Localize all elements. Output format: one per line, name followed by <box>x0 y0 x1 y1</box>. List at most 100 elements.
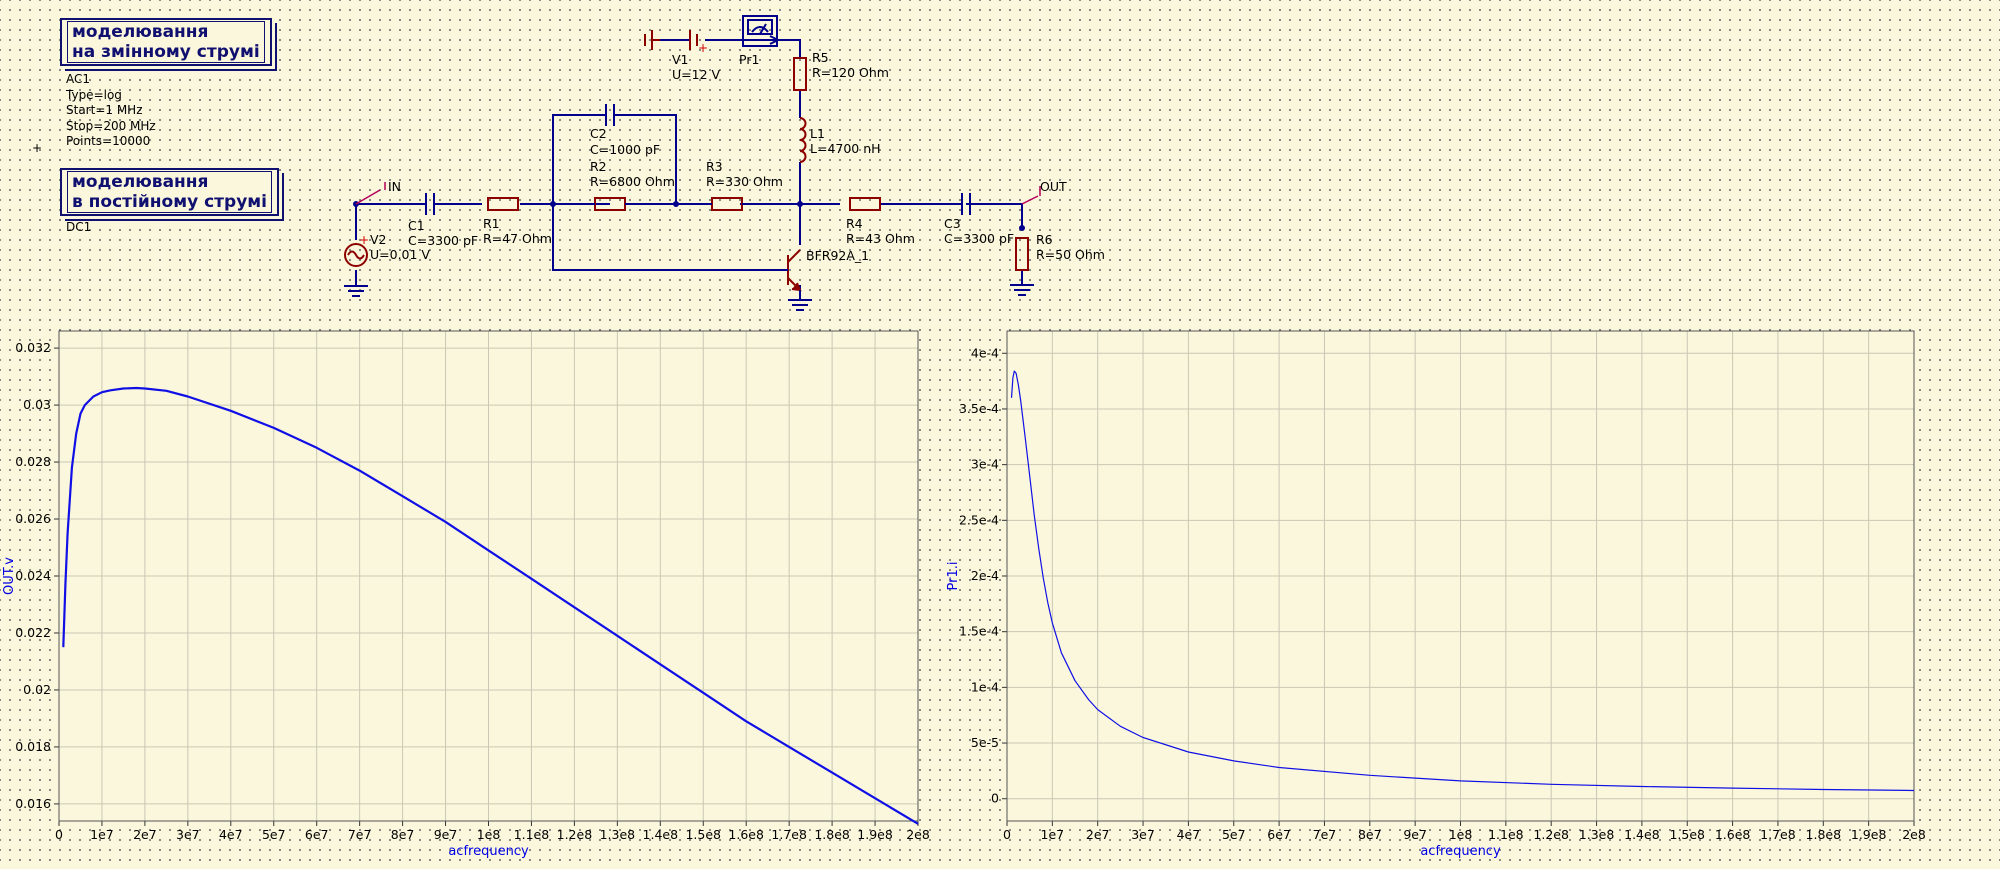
chart-out-voltage[interactable]: 0 1e7 2e7 3e7 4e7 5e7 6e7 7e7 8e7 9e7 1e8 1.1e8 1.2e… <box>0 0 1000 869</box>
svg-text:+: + <box>32 141 42 155</box>
pr1-label: Pr1 <box>739 52 759 67</box>
components <box>344 15 1029 292</box>
ac-simulation-properties: AC1 Type=log Start=1 MHz Stop=200 MHz Po… <box>66 72 156 150</box>
y-tick-label: 0.028 <box>15 454 51 469</box>
ac-prop-stop: Stop=200 MHz <box>66 118 156 133</box>
x-tick-label: 1.9e8 <box>1851 827 1887 842</box>
y-tick-label: 0.02 <box>23 682 51 697</box>
ac-simulation-block[interactable]: моделювання на змінному струмі <box>60 18 272 66</box>
c2-value: C=1000 pF <box>590 142 660 157</box>
x-tick-label: 2e8 <box>906 827 930 842</box>
x-tick-label: 1.8e8 <box>1806 827 1842 842</box>
ac-prop-points: Points=10000 <box>66 134 151 148</box>
c3-label: C3 <box>944 216 961 231</box>
y-tick-label: 0.026 <box>15 511 51 526</box>
x-tick-label: 2e7 <box>1086 827 1110 842</box>
r6-value: R=50 Ohm <box>1036 247 1105 262</box>
y-tick-label: 1.5e-4 <box>959 624 999 639</box>
port-out-label: OUT <box>1040 179 1067 194</box>
ac-prop-start: Start=1 MHz <box>66 103 143 117</box>
c1-label: C1 <box>408 218 425 233</box>
r3-label: R3 <box>706 159 723 174</box>
ground-symbols <box>344 284 1034 311</box>
inductor-l1-symbol[interactable] <box>799 117 807 163</box>
l1-value: L=4700 nH <box>810 141 881 156</box>
r1-label: R1 <box>483 216 500 231</box>
series-line <box>1010 370 1915 792</box>
series-line <box>62 386 919 825</box>
r5-value: R=120 Ohm <box>812 65 889 80</box>
y-tick-label: 4e-4 <box>971 345 999 360</box>
x-tick-label: 1.5e8 <box>685 827 721 842</box>
x-tick-label: 1.9e8 <box>857 827 893 842</box>
y-tick-label: 0.032 <box>15 340 51 355</box>
x-tick-label: 1.3e8 <box>1579 827 1615 842</box>
y-axis-label: Pr1.i <box>946 562 961 591</box>
battery-v1-symbol[interactable] <box>644 30 698 50</box>
v1-value: U=12 V <box>672 67 721 82</box>
r2-label: R2 <box>590 159 607 174</box>
x-tick-label: 5e7 <box>262 827 286 842</box>
x-tick-label: 1e7 <box>1041 827 1065 842</box>
r4-value: R=43 Ohm <box>846 231 915 246</box>
ground-icon <box>788 290 812 311</box>
y-tick-label: 5e-5 <box>971 735 999 750</box>
dc-simulation-properties: DC1 <box>66 220 91 236</box>
x-tick-label: 1.7e8 <box>771 827 807 842</box>
r3-value: R=330 Ohm <box>706 174 783 189</box>
x-tick-label: 7e7 <box>348 827 372 842</box>
x-tick-label: 0 <box>1003 827 1011 842</box>
y-tick-label: 0.03 <box>23 397 51 412</box>
l1-label: L1 <box>810 126 825 141</box>
x-axis-label: acfrequency <box>448 844 529 859</box>
ground-icon <box>344 285 368 297</box>
y-axis-label: OUT.v <box>2 557 17 595</box>
x-tick-label: 1e8 <box>477 827 501 842</box>
dc-simulation-title-line1: моделювання <box>72 172 209 192</box>
svg-text:+: + <box>359 233 369 247</box>
ac-source-v2-symbol[interactable] <box>344 243 368 267</box>
x-tick-label: 1.3e8 <box>600 827 636 842</box>
dc-simulation-title-line2: в постійному струмі <box>72 192 267 212</box>
x-tick-label: 1.5e8 <box>1669 827 1705 842</box>
x-tick-label: 2e7 <box>133 827 157 842</box>
x-tick-label: 1.4e8 <box>643 827 679 842</box>
v2-label: V2 <box>370 232 387 247</box>
dc-simulation-block[interactable]: моделювання в постійному струмі <box>60 168 279 216</box>
c1-value: C=3300 pF <box>408 233 478 248</box>
resistor-r4-symbol[interactable] <box>849 197 881 211</box>
x-axis-label: acfrequency <box>1420 844 1501 859</box>
x-tick-label: 1.1e8 <box>1488 827 1524 842</box>
port-in-icon <box>355 182 386 205</box>
x-tick-label: 9e7 <box>1403 827 1427 842</box>
y-tick-label: 0.016 <box>15 796 51 811</box>
r6-label: R6 <box>1036 232 1053 247</box>
x-tick-label: 8e7 <box>1358 827 1382 842</box>
r2-value: R=6800 Ohm <box>590 174 675 189</box>
capacitor-c1-symbol[interactable] <box>420 193 482 215</box>
resistor-r6-symbol[interactable] <box>1015 237 1029 271</box>
y-tick-label: 2e-4 <box>971 568 999 583</box>
x-tick-label: 0 <box>55 827 63 842</box>
y-tick-label: 1e-4 <box>971 679 999 694</box>
capacitor-c2-symbol[interactable] <box>600 104 620 126</box>
ammeter-probe-pr1-symbol[interactable] <box>740 15 781 47</box>
resistor-r5-symbol[interactable] <box>793 57 807 91</box>
ac-simulation-title-line1: моделювання <box>72 22 209 42</box>
r1-value: R=47 Ohm <box>483 231 552 246</box>
c2-label: C2 <box>590 126 607 141</box>
y-tick-label: 3e-4 <box>971 457 999 472</box>
y-tick-label: 0 <box>991 791 999 806</box>
capacitor-c3-symbol[interactable] <box>950 193 1022 215</box>
plot-border <box>1006 330 1915 822</box>
y-tick-label: 3.5e-4 <box>959 401 999 416</box>
x-tick-label: 4e7 <box>1177 827 1201 842</box>
ground-icon <box>1010 284 1034 296</box>
resistor-r1-symbol[interactable] <box>487 197 519 211</box>
schematic-canvas[interactable]: + + + V1 U=12 V Pr1 R5 R=120 Ohm L1 L=47… <box>0 0 2000 330</box>
y-tick-label: 0.022 <box>15 625 51 640</box>
dc-simulation-name: DC1 <box>66 220 92 234</box>
port-out-icon <box>1021 186 1041 205</box>
v1-label: V1 <box>672 52 689 67</box>
